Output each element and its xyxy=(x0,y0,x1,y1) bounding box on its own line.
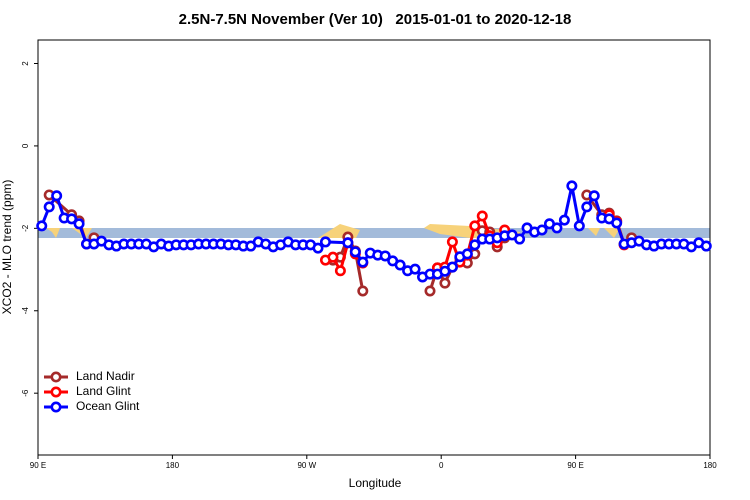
chart-title: 2.5N-7.5N November (Ver 10) 2015-01-01 t… xyxy=(179,11,572,28)
point xyxy=(409,263,421,275)
y-tick-label: -6 xyxy=(21,389,30,397)
x-tick-label: 90 E xyxy=(567,461,583,470)
point xyxy=(439,277,451,289)
point xyxy=(551,222,563,234)
point xyxy=(476,210,488,222)
point xyxy=(327,251,339,263)
point xyxy=(424,285,436,297)
point xyxy=(357,256,369,268)
point xyxy=(446,261,458,273)
land-patch xyxy=(604,228,620,238)
point xyxy=(536,224,548,236)
y-axis-title: XCO2 - MLO trend (ppm) xyxy=(0,180,14,315)
legend-marker xyxy=(50,401,62,413)
y-tick-label: -4 xyxy=(21,307,30,315)
x-tick-label: 180 xyxy=(166,461,180,470)
point xyxy=(581,201,593,213)
point xyxy=(469,220,481,232)
legend-label: Land Glint xyxy=(76,384,131,398)
point xyxy=(573,220,585,232)
point xyxy=(66,213,78,225)
point xyxy=(43,201,55,213)
point xyxy=(51,190,63,202)
point xyxy=(446,236,458,248)
legend-marker xyxy=(50,371,62,383)
x-axis-title: Longitude xyxy=(349,476,402,490)
point xyxy=(700,240,712,252)
point xyxy=(588,190,600,202)
land-patch xyxy=(588,228,600,236)
legend-label: Ocean Glint xyxy=(76,399,140,413)
point xyxy=(566,180,578,192)
legend-label: Land Nadir xyxy=(76,369,135,383)
point xyxy=(312,242,324,254)
land-patch xyxy=(46,228,60,238)
legend-marker xyxy=(50,386,62,398)
y-tick-label: 2 xyxy=(21,61,30,66)
point xyxy=(611,217,623,229)
point xyxy=(394,259,406,271)
x-tick-label: 0 xyxy=(439,461,444,470)
point xyxy=(342,237,354,249)
point xyxy=(357,285,369,297)
point xyxy=(558,214,570,226)
point xyxy=(461,248,473,260)
y-tick-label: 0 xyxy=(21,143,30,148)
point xyxy=(379,250,391,262)
point xyxy=(334,265,346,277)
x-tick-label: 90 E xyxy=(30,461,46,470)
x-tick-label: 90 W xyxy=(297,461,316,470)
point xyxy=(349,246,361,258)
ocean-band xyxy=(38,228,710,238)
point xyxy=(36,220,48,232)
point xyxy=(514,233,526,245)
point xyxy=(319,236,331,248)
x-tick-label: 180 xyxy=(703,461,717,470)
y-tick-label: -2 xyxy=(21,224,30,232)
point xyxy=(73,218,85,230)
point xyxy=(469,239,481,251)
